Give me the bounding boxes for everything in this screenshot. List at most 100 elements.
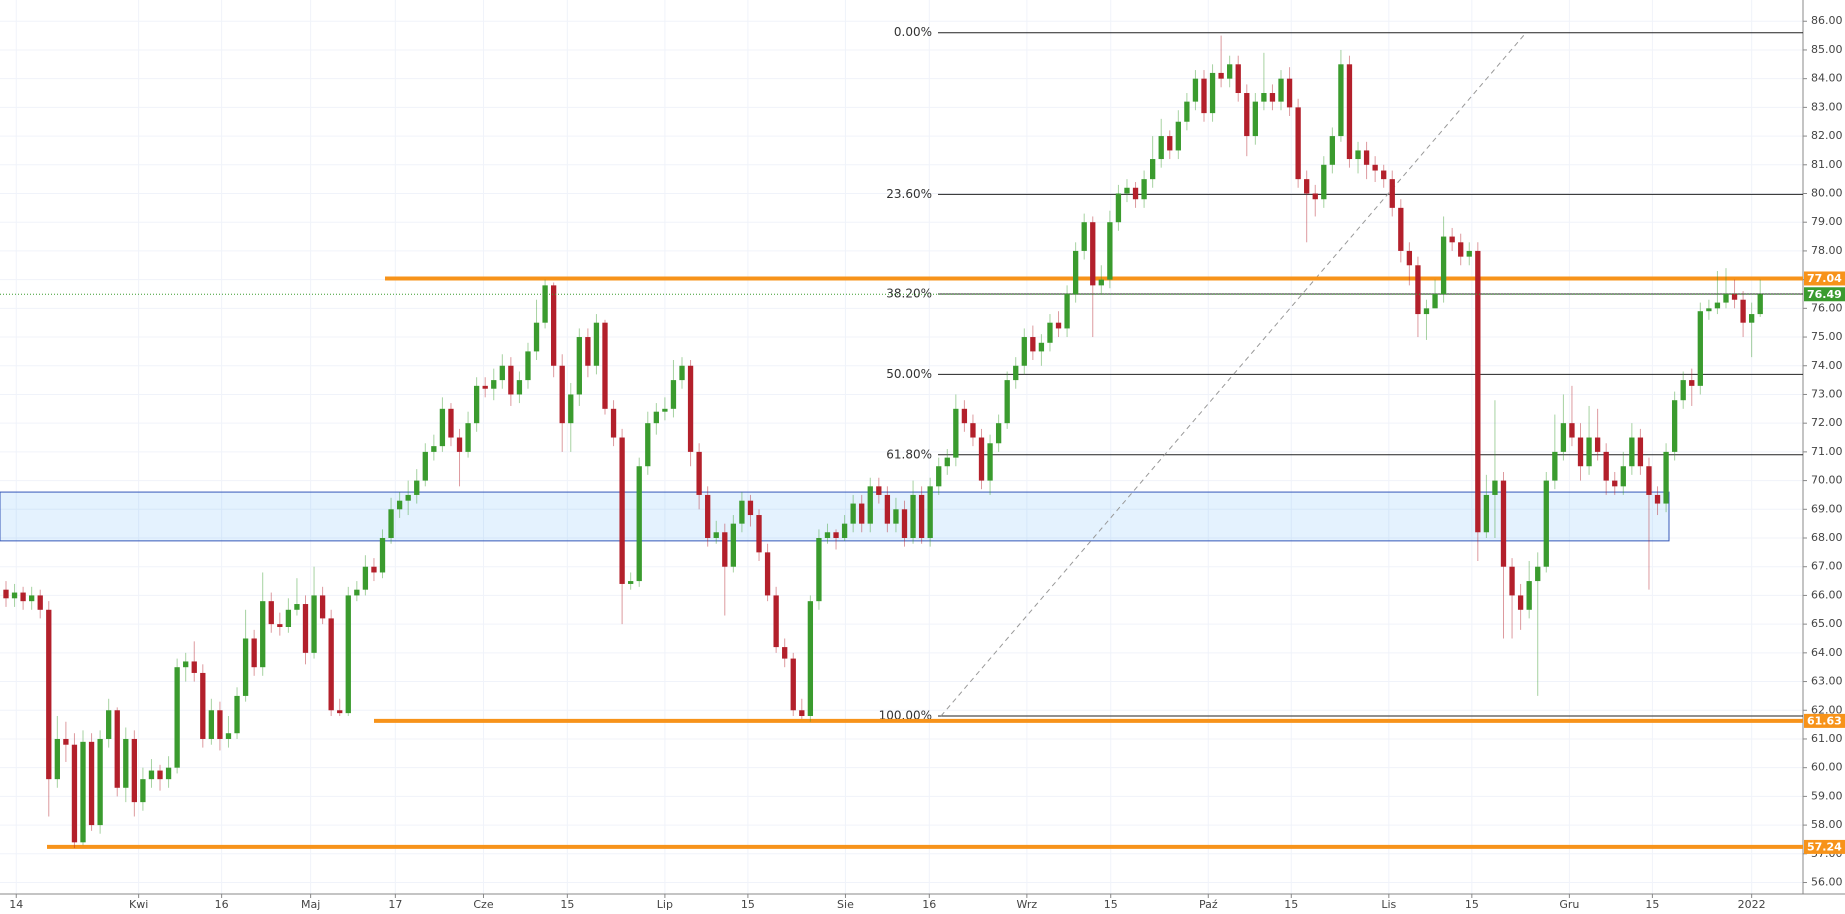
candle-body (499, 365, 505, 381)
y-tick-label: 78.00 (1811, 244, 1843, 257)
price-tag-label: 77.04 (1807, 272, 1842, 285)
candle-body (987, 443, 993, 481)
candle-body (46, 609, 52, 780)
candle-body (225, 733, 232, 739)
candle-body (1440, 236, 1447, 294)
candle-body (88, 741, 95, 826)
candle-body (550, 285, 557, 366)
candle-body (696, 451, 702, 495)
candle-body (1098, 279, 1104, 286)
candle-body (1209, 72, 1216, 114)
candle-body (1158, 136, 1164, 160)
x-tick-label: 15 (1284, 898, 1298, 911)
candle-body (473, 385, 480, 424)
candle-body (234, 695, 240, 734)
candle-body (713, 532, 719, 539)
candle-body (1458, 242, 1464, 257)
candle-body (1013, 365, 1019, 381)
candle-body (790, 658, 796, 711)
candle-body (1184, 101, 1190, 122)
candle-body (200, 672, 206, 739)
candle-body (525, 351, 531, 381)
candle-body (636, 466, 642, 582)
x-tick-label: Paź (1199, 898, 1218, 911)
candle-body (773, 595, 779, 648)
candle-body (1355, 150, 1361, 160)
candle-body (867, 486, 873, 524)
x-tick-label: Lis (1381, 898, 1396, 911)
candle-body (833, 532, 839, 539)
candle-body (1663, 451, 1669, 504)
candle-body (1346, 64, 1353, 160)
x-tick-label: Wrz (1017, 898, 1038, 911)
candle-body (1637, 437, 1644, 467)
candle-body (345, 595, 351, 714)
candle-body (260, 601, 266, 668)
candle-body (268, 601, 274, 625)
candle-body (1723, 293, 1729, 303)
y-tick-label: 80.00 (1811, 186, 1843, 199)
candle-body (1227, 64, 1233, 79)
candle-body (1749, 314, 1755, 323)
candle-body (1081, 222, 1087, 251)
y-tick-label: 76.00 (1811, 301, 1843, 314)
candle-body (1304, 179, 1310, 194)
candle-body (174, 667, 180, 768)
y-tick-label: 63.00 (1811, 675, 1843, 688)
candle-body (54, 738, 60, 780)
candle-body (1475, 250, 1481, 533)
fib-label: 38.20% (886, 286, 932, 300)
candle-body (1004, 380, 1010, 424)
price-tag-label: 57.24 (1807, 840, 1842, 853)
candle-body (1218, 72, 1224, 79)
candle-body (208, 710, 215, 739)
y-tick-label: 68.00 (1811, 531, 1843, 544)
candle-body (1654, 494, 1661, 504)
y-tick-label: 86.00 (1811, 14, 1843, 27)
candle-body (593, 322, 600, 366)
y-tick-label: 75.00 (1811, 330, 1843, 343)
candle-body (328, 618, 334, 711)
candle-body (1115, 193, 1122, 223)
candle-body (1680, 380, 1686, 401)
candle-body (739, 500, 745, 524)
candle-body (1329, 136, 1336, 165)
candle-body (106, 710, 112, 739)
candle-body (114, 710, 120, 788)
y-tick-label: 60.00 (1811, 761, 1843, 774)
candle-body (927, 486, 933, 539)
candle-body (1321, 164, 1327, 200)
y-tick-label: 61.00 (1811, 732, 1843, 745)
candle-body (1312, 193, 1318, 200)
candle-body (1517, 595, 1524, 610)
candle-body (1629, 437, 1635, 467)
candle-body (1030, 337, 1036, 352)
candle-body (1201, 78, 1207, 114)
x-tick-label: 16 (215, 898, 229, 911)
candle-body (1500, 480, 1507, 567)
candle-body (3, 589, 9, 599)
candle-body (1543, 480, 1549, 567)
candle-body (63, 738, 69, 745)
candle-body (439, 408, 446, 447)
candle-body (1731, 293, 1738, 300)
candle-body (388, 509, 394, 539)
candle-body (1535, 566, 1541, 582)
candle-body (148, 770, 155, 780)
y-tick-label: 83.00 (1811, 100, 1843, 113)
candle-body (371, 566, 377, 573)
candle-body (628, 581, 634, 584)
candle-body (319, 595, 326, 619)
candle-body (1552, 451, 1558, 481)
candle-body (71, 744, 78, 843)
candle-body (251, 638, 257, 668)
candle-body (354, 589, 360, 596)
candle-body (910, 494, 916, 539)
candle-body (730, 523, 737, 567)
candle-body (414, 480, 420, 495)
price-tag-label: 61.63 (1807, 714, 1842, 727)
x-tick-label: Gru (1559, 898, 1579, 911)
candle-body (131, 738, 138, 803)
candle-body (1244, 93, 1250, 137)
